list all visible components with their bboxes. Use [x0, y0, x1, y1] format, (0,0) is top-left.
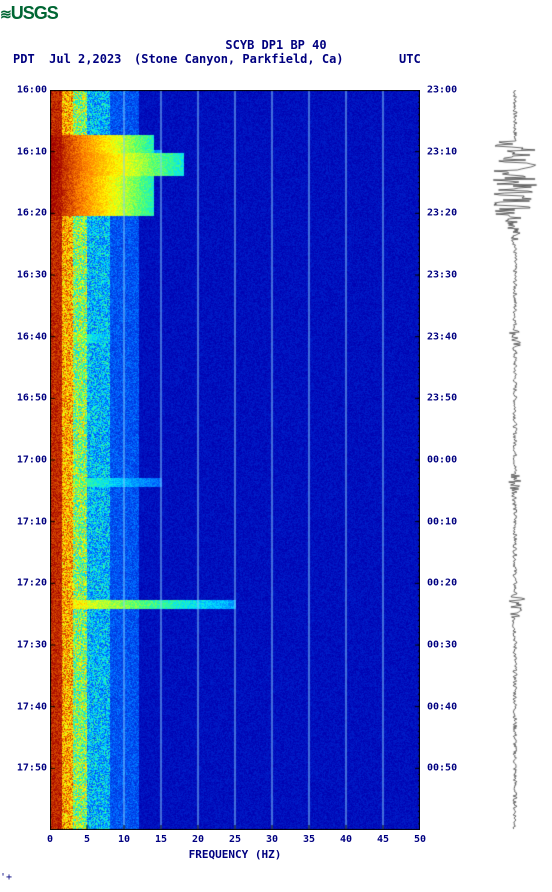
y-left-tick: 16:30: [17, 270, 47, 281]
y-right-tick: 23:50: [427, 393, 457, 404]
tz-left-label: PDT Jul 2,2023: [13, 52, 121, 66]
y-left-tick: 16:00: [17, 85, 47, 96]
y-left-tick: 16:10: [17, 146, 47, 157]
x-axis-label: FREQUENCY (HZ): [50, 848, 420, 861]
logo-text: USGS: [11, 3, 58, 23]
spectrogram-chart: 16:0016:1016:2016:3016:4016:5017:0017:10…: [50, 90, 420, 830]
station-label: (Stone Canyon, Parkfield, Ca): [134, 52, 344, 66]
y-right-tick: 00:20: [427, 578, 457, 589]
y-left-tick: 17:40: [17, 701, 47, 712]
y-left-tick: 17:10: [17, 516, 47, 527]
x-tick: 40: [340, 834, 352, 845]
tz-right-label: UTC: [399, 52, 421, 66]
usgs-logo: ≋USGS: [0, 3, 58, 24]
x-tick: 45: [377, 834, 389, 845]
x-tick: 50: [414, 834, 426, 845]
y-left-tick: 16:20: [17, 208, 47, 219]
y-right-tick: 00:10: [427, 516, 457, 527]
y-left-tick: 16:40: [17, 331, 47, 342]
chart-title: SCYB DP1 BP 40: [0, 38, 552, 52]
x-tick: 20: [192, 834, 204, 845]
x-tick: 10: [118, 834, 130, 845]
x-tick: 5: [84, 834, 90, 845]
y-right-tick: 23:30: [427, 270, 457, 281]
y-right-tick: 23:40: [427, 331, 457, 342]
y-left-tick: 17:50: [17, 763, 47, 774]
y-right-tick: 23:00: [427, 85, 457, 96]
y-left-tick: 16:50: [17, 393, 47, 404]
seismogram-trace: [490, 90, 540, 830]
spectrogram-canvas: [50, 90, 420, 830]
x-tick: 15: [155, 834, 167, 845]
x-tick: 35: [303, 834, 315, 845]
x-tick: 30: [266, 834, 278, 845]
y-right-tick: 00:00: [427, 455, 457, 466]
y-left-tick: 17:20: [17, 578, 47, 589]
y-right-tick: 00:50: [427, 763, 457, 774]
y-right-tick: 23:20: [427, 208, 457, 219]
y-right-tick: 00:30: [427, 640, 457, 651]
logo-wave: ≋: [0, 7, 11, 21]
seismogram-canvas: [490, 90, 540, 830]
x-tick: 0: [47, 834, 53, 845]
x-tick: 25: [229, 834, 241, 845]
y-right-tick: 23:10: [427, 146, 457, 157]
footer-mark: '+: [0, 872, 12, 883]
y-left-tick: 17:00: [17, 455, 47, 466]
y-left-tick: 17:30: [17, 640, 47, 651]
y-right-tick: 00:40: [427, 701, 457, 712]
